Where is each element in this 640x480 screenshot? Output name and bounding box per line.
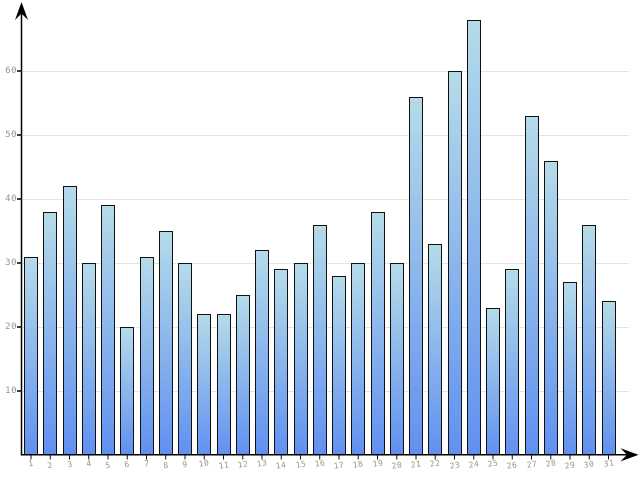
y-tick-label: 50 (5, 130, 17, 140)
y-tick-label: 30 (5, 258, 17, 268)
gridline (21, 71, 629, 72)
y-tick-label: 20 (5, 322, 17, 332)
y-tick-label: 60 (5, 66, 17, 76)
x-tick-label: 31 (602, 458, 615, 469)
y-tick-label: 10 (5, 386, 17, 396)
y-tick-label: 40 (5, 194, 17, 204)
gridline (21, 135, 629, 136)
gridline (21, 199, 629, 200)
